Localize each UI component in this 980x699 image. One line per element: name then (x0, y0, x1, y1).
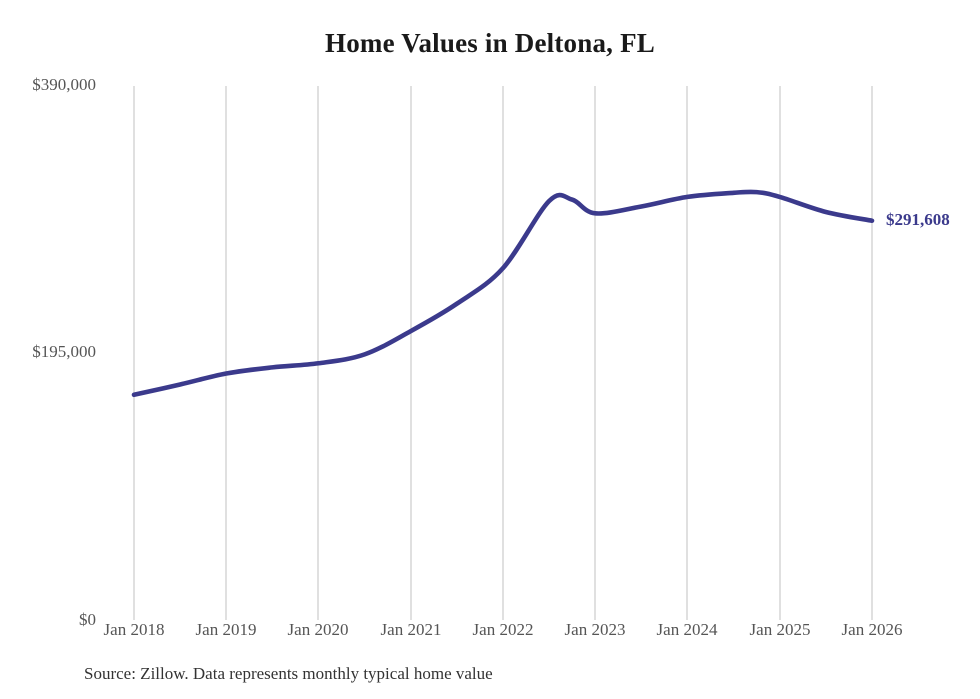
x-axis-tick-3: Jan 2021 (380, 620, 442, 639)
gridlines (133, 86, 873, 620)
x-axis-tick-0: Jan 2018 (103, 620, 165, 639)
chart-title: Home Values in Deltona, FL (325, 28, 655, 58)
x-axis-tick-5: Jan 2023 (564, 620, 626, 639)
source-note: Source: Zillow. Data represents monthly … (84, 664, 493, 683)
x-axis-tick-6: Jan 2024 (656, 620, 718, 639)
y-axis-tick-bottom: $0 (79, 610, 96, 629)
x-axis-tick-8: Jan 2026 (841, 620, 903, 639)
x-axis-tick-4: Jan 2022 (472, 620, 534, 639)
value-line (131, 189, 875, 398)
x-axis-tick-7: Jan 2025 (749, 620, 811, 639)
y-axis-tick-top: $390,000 (32, 75, 96, 94)
y-axis-tick-mid: $195,000 (32, 342, 96, 361)
plot-area (131, 86, 875, 620)
x-axis-tick-1: Jan 2019 (195, 620, 257, 639)
plot-svg (131, 86, 875, 620)
end-value-label: $291,608 (886, 209, 950, 229)
x-axis-tick-2: Jan 2020 (287, 620, 349, 639)
